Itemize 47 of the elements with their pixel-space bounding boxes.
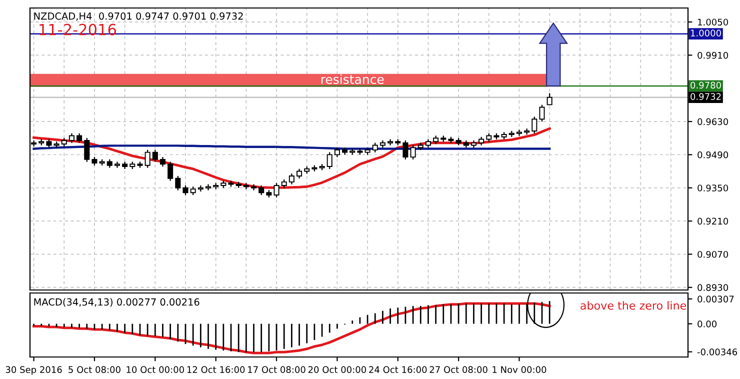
candlestick bbox=[274, 183, 280, 198]
x-tick-label: 1 Nov 00:00 bbox=[492, 366, 546, 374]
x-tick-label: 20 Oct 00:00 bbox=[308, 366, 366, 374]
candlestick bbox=[168, 162, 174, 181]
x-tick-label: 27 Oct 08:00 bbox=[430, 366, 488, 374]
y-tick-label: -0.00346 bbox=[697, 348, 738, 356]
x-tick-label: 30 Sep 2016 bbox=[6, 366, 62, 375]
y-tick-label: 0.00 bbox=[698, 320, 717, 328]
x-tick-label: 10 Oct 00:00 bbox=[126, 366, 184, 374]
candlestick bbox=[205, 184, 212, 190]
candlestick bbox=[84, 138, 90, 162]
text: above the zero line bbox=[580, 301, 686, 310]
band-label: resistance bbox=[321, 74, 384, 84]
candlestick bbox=[410, 145, 416, 160]
candlestick bbox=[516, 130, 522, 136]
candlestick bbox=[152, 150, 158, 162]
y-tick-label: 0.9070 bbox=[698, 250, 728, 258]
x-tick-label: 24 Oct 16:00 bbox=[369, 366, 427, 374]
y-tick-label: 0.00307 bbox=[698, 296, 734, 302]
line-series bbox=[32, 127, 551, 189]
x-tick-label: 5 Oct 08:00 bbox=[68, 366, 120, 374]
candlestick bbox=[175, 176, 181, 190]
y-tick-label: 0.9350 bbox=[698, 184, 728, 192]
candlestick bbox=[288, 174, 294, 184]
y-tick-label: 0.9630 bbox=[698, 118, 728, 126]
ref-line-label: 1.0000 bbox=[690, 30, 721, 36]
x-tick-label: 12 Oct 16:00 bbox=[187, 366, 245, 374]
ref-line-label: 0.9732 bbox=[690, 93, 721, 100]
chart-subtitle: NZDCAD,H4 0.9701 0.9747 0.9701 0.9732 bbox=[34, 12, 243, 21]
candlestick bbox=[539, 104, 545, 122]
candlestick bbox=[250, 184, 257, 190]
candlestick bbox=[114, 162, 120, 168]
candlestick bbox=[546, 93, 552, 106]
text: 11-2-2016 bbox=[40, 24, 116, 36]
x-tick-label: 17 Oct 08:00 bbox=[248, 366, 306, 374]
y-tick-label: 1.0050 bbox=[698, 18, 728, 26]
candlestick bbox=[388, 139, 394, 146]
candlestick bbox=[144, 150, 150, 168]
y-tick-label: 0.9910 bbox=[698, 52, 728, 59]
ref-line-label: 0.9780 bbox=[690, 82, 721, 89]
y-tick-label: 0.8930 bbox=[698, 284, 728, 291]
candlestick bbox=[532, 116, 538, 134]
y-tick-label: 0.9490 bbox=[698, 151, 728, 158]
candlestick bbox=[402, 140, 408, 160]
candlestick bbox=[326, 152, 332, 169]
chart-title: MACD(34,54,13) 0.00277 0.00216 bbox=[34, 298, 200, 307]
y-tick-label: 0.9210 bbox=[698, 218, 728, 225]
